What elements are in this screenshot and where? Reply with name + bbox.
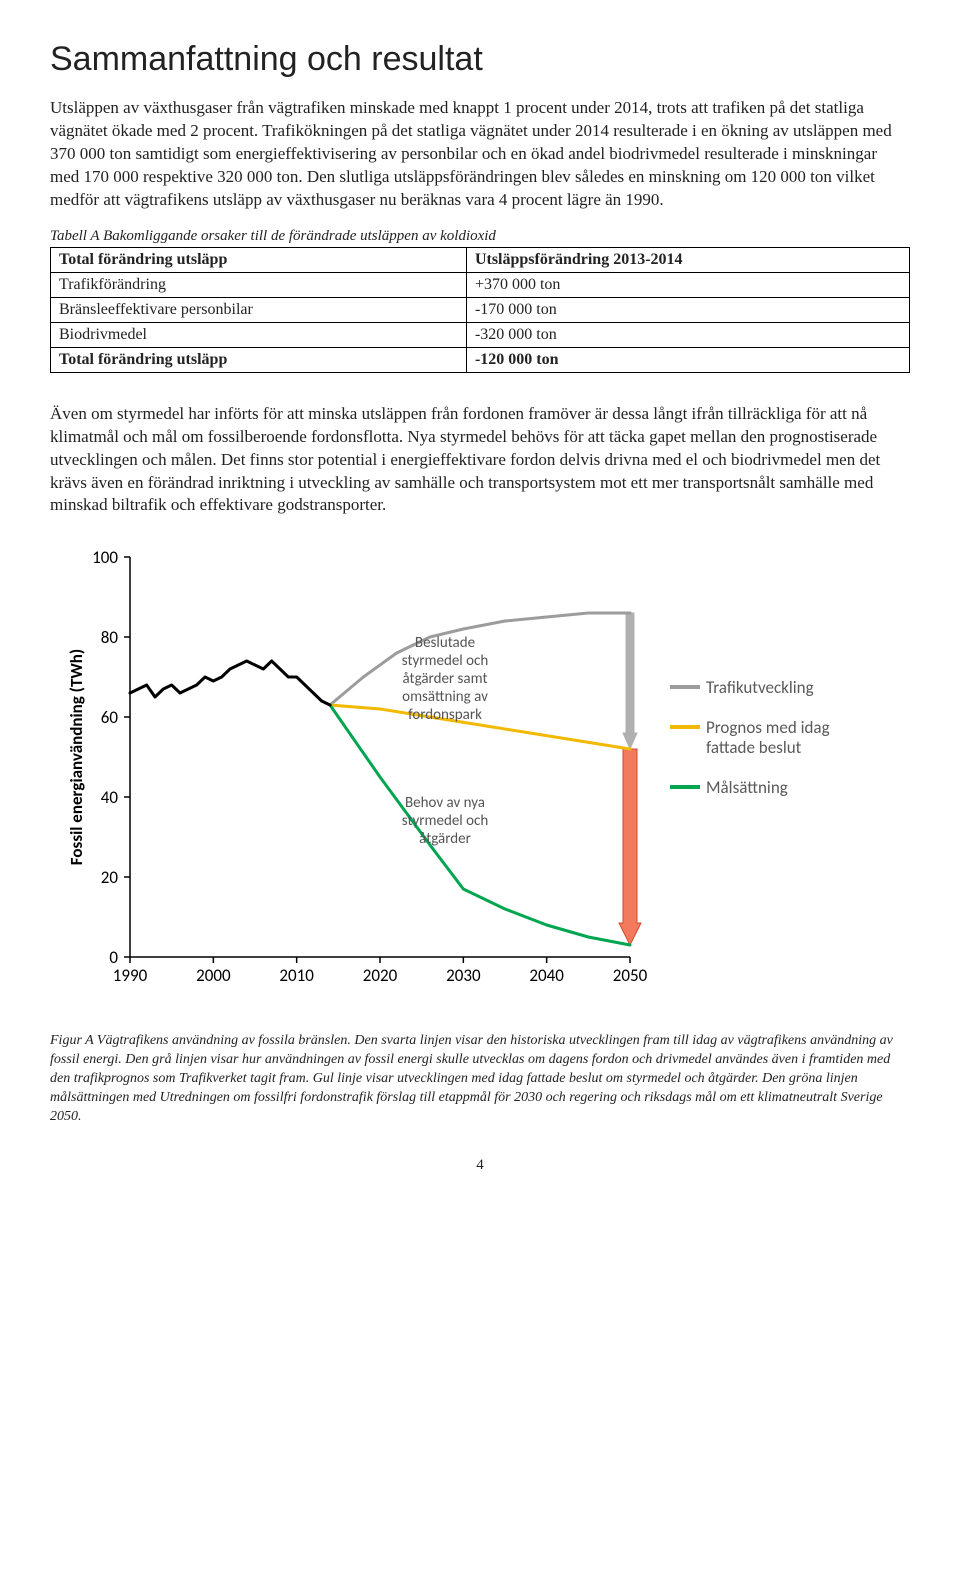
svg-text:2020: 2020 (363, 965, 398, 986)
svg-text:60: 60 (101, 707, 119, 728)
table-header-row: Total förändring utsläpp Utsläppsförändr… (51, 247, 910, 272)
page-number: 4 (50, 1157, 910, 1174)
svg-text:omsättning av: omsättning av (402, 688, 488, 706)
table-footer-cell: -120 000 ton (466, 347, 909, 372)
svg-text:Behov av nya: Behov av nya (405, 794, 485, 812)
svg-text:2000: 2000 (196, 965, 231, 986)
table-row: Biodrivmedel -320 000 ton (51, 322, 910, 347)
figure-caption: Figur A Vägtrafikens användning av fossi… (50, 1032, 910, 1126)
svg-text:2010: 2010 (279, 965, 314, 986)
svg-text:Fossil energianvändning (TWh): Fossil energianvändning (TWh) (66, 649, 87, 865)
table-footer-cell: Total förändring utsläpp (51, 347, 467, 372)
svg-text:Trafikutveckling: Trafikutveckling (706, 677, 814, 698)
chart-svg: 0204060801001990200020102020203020402050… (50, 537, 870, 1017)
table-cell: Biodrivmedel (51, 322, 467, 347)
svg-text:2030: 2030 (446, 965, 481, 986)
svg-text:styrmedel och: styrmedel och (402, 652, 489, 670)
svg-text:styrmedel och: styrmedel och (402, 812, 489, 830)
table-row: Bränsleeffektivare personbilar -170 000 … (51, 297, 910, 322)
svg-text:1990: 1990 (113, 965, 148, 986)
table-header-cell: Utsläppsförändring 2013-2014 (466, 247, 909, 272)
svg-text:40: 40 (101, 787, 119, 808)
table-cell: -320 000 ton (466, 322, 909, 347)
table-header-cell: Total förändring utsläpp (51, 247, 467, 272)
table-cell: +370 000 ton (466, 272, 909, 297)
svg-text:fattade beslut: fattade beslut (706, 737, 802, 758)
svg-text:100: 100 (92, 547, 118, 568)
emissions-table: Total förändring utsläpp Utsläppsförändr… (50, 247, 910, 373)
svg-text:fordonspark: fordonspark (408, 706, 482, 724)
energy-chart: 0204060801001990200020102020203020402050… (50, 537, 910, 1022)
svg-text:Målsättning: Målsättning (706, 777, 788, 798)
table-cell: Trafikförändring (51, 272, 467, 297)
table-cell: -170 000 ton (466, 297, 909, 322)
svg-text:2050: 2050 (613, 965, 648, 986)
paragraph-2: Även om styrmedel har införts för att mi… (50, 403, 910, 518)
table-footer-row: Total förändring utsläpp -120 000 ton (51, 347, 910, 372)
svg-text:80: 80 (101, 627, 119, 648)
svg-text:20: 20 (101, 867, 119, 888)
paragraph-1: Utsläppen av växthusgaser från vägtrafik… (50, 97, 910, 212)
svg-text:Beslutade: Beslutade (415, 634, 475, 652)
svg-text:Prognos med idag: Prognos med idag (706, 717, 830, 738)
table-cell: Bränsleeffektivare personbilar (51, 297, 467, 322)
table-row: Trafikförändring +370 000 ton (51, 272, 910, 297)
table-caption: Tabell A Bakomliggande orsaker till de f… (50, 228, 910, 245)
svg-text:åtgärder samt: åtgärder samt (403, 670, 488, 688)
svg-text:åtgärder: åtgärder (419, 830, 471, 848)
page-heading: Sammanfattning och resultat (50, 40, 910, 79)
svg-text:2040: 2040 (529, 965, 564, 986)
